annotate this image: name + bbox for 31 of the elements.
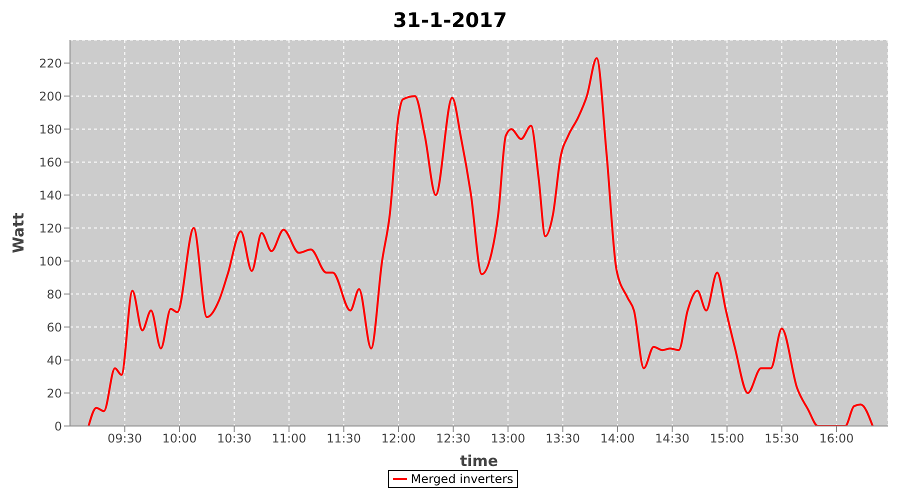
y-tick-label: 20 [46, 386, 62, 400]
x-tick-label: 10:00 [162, 432, 197, 446]
y-tick-label: 160 [39, 155, 62, 170]
y-tick-label: 200 [39, 89, 62, 104]
y-tick-label: 120 [39, 221, 62, 236]
x-tick-label: 11:30 [326, 432, 362, 446]
x-tick-label: 12:30 [436, 432, 471, 446]
chart-title: 31-1-2017 [392, 8, 508, 34]
y-tick-label: 80 [46, 287, 62, 302]
x-tick-label: 14:00 [600, 432, 635, 446]
legend-label: Merged inverters [410, 472, 514, 486]
y-tick-label: 40 [46, 353, 62, 368]
y-axis-title: Watt [9, 212, 28, 254]
x-tick-label: 13:00 [490, 432, 526, 446]
line-series [88, 57, 874, 426]
y-tick-label: 60 [46, 320, 62, 334]
y-tick-label: 220 [39, 56, 62, 70]
x-tick-label: 15:00 [710, 432, 744, 446]
x-tick-label: 11:00 [272, 432, 306, 446]
x-tick-label: 10:30 [216, 432, 252, 446]
y-tick-label: 100 [39, 254, 62, 268]
x-tick-label: 16:00 [819, 432, 854, 446]
y-tick-label: 0 [54, 419, 62, 434]
x-tick-label: 09:30 [107, 432, 142, 446]
x-tick-label: 13:30 [545, 432, 580, 446]
y-tick-label: 140 [39, 188, 62, 202]
y-tick-label: 180 [39, 122, 62, 136]
x-tick-label: 14:30 [654, 432, 690, 446]
x-tick-label: 12:00 [381, 432, 416, 446]
x-tick-label: 15:30 [764, 432, 800, 446]
x-axis-title: time [460, 452, 498, 470]
